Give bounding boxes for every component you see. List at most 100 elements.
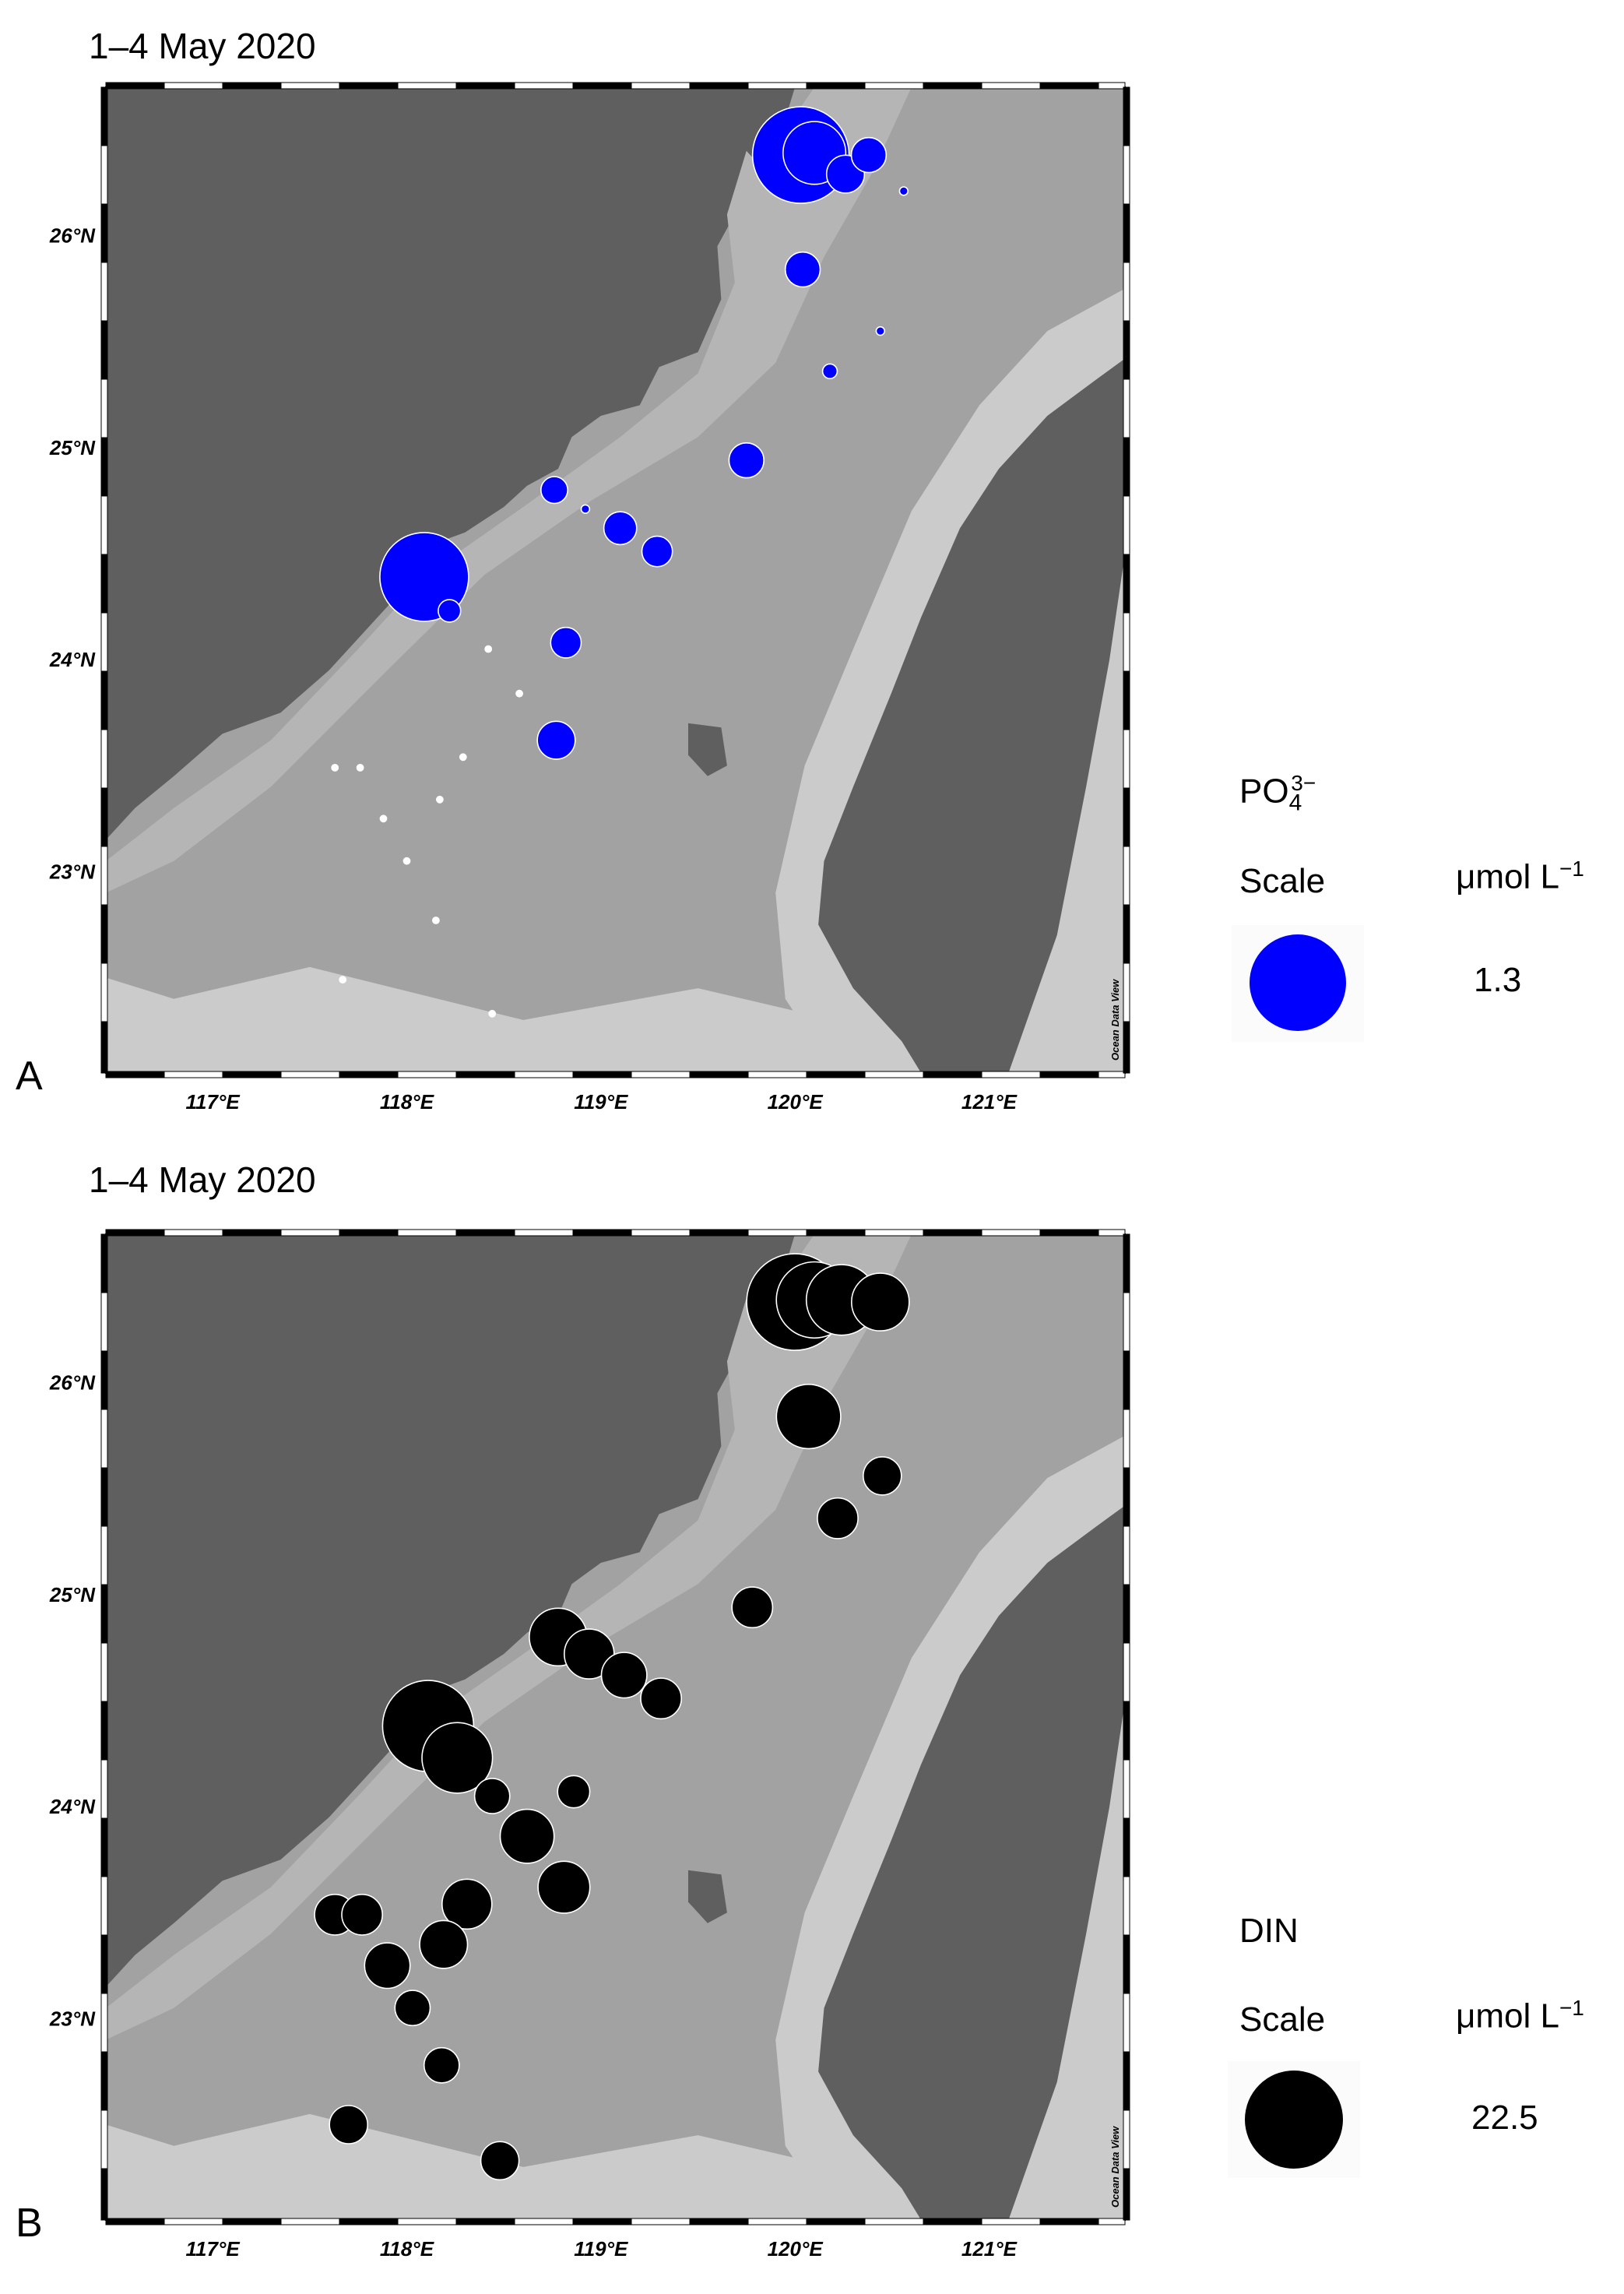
frame-tick-left (100, 1021, 108, 1074)
legend-unit-sup: −1 (1559, 857, 1584, 881)
legend-symbol-box (1232, 925, 1364, 1042)
lat-tick-label: 25°N (49, 1583, 96, 1606)
frame-tick-right (1123, 962, 1130, 1022)
legend-value: 22.5 (1471, 2099, 1538, 2137)
frame-tick-bottom (163, 2218, 223, 2225)
frame-tick-right (1123, 2168, 1130, 2221)
frame-tick-bottom (514, 1071, 574, 1078)
legend-unit-main: μmol L (1456, 1997, 1559, 2035)
frame-tick-top (806, 82, 866, 90)
station-marker (603, 511, 638, 546)
frame-tick-top (514, 82, 574, 90)
frame-tick-bottom (455, 2218, 515, 2225)
lon-tick-label: 117°E (186, 1090, 241, 1114)
frame-tick-left (100, 1525, 108, 1585)
frame-tick-right (1123, 145, 1130, 205)
frame-tick-bottom (864, 1071, 924, 1078)
frame-tick-left (100, 1350, 108, 1410)
frame-tick-top (163, 1229, 223, 1237)
station-marker (473, 1778, 511, 1814)
frame-tick-right (1123, 1409, 1130, 1469)
nearshore-shade (726, 150, 786, 342)
station-marker (329, 2105, 369, 2144)
frame-tick-left (100, 437, 108, 497)
station-marker (898, 186, 909, 196)
frame-tick-left (100, 1817, 108, 1877)
frame-tick-right (1123, 203, 1130, 263)
frame-tick-bottom (923, 1071, 982, 1078)
frame-tick-bottom (747, 2218, 807, 2225)
frame-tick-left (100, 320, 108, 380)
station-marker (817, 1497, 859, 1539)
frame-tick-top (572, 82, 632, 90)
station-marker (537, 1860, 591, 1914)
frame-tick-bottom (631, 2218, 691, 2225)
station-marker (419, 1919, 469, 1969)
frame-tick-left (100, 2051, 108, 2111)
legend-variable-main: DIN (1239, 1912, 1299, 1950)
frame-tick-top (1039, 1229, 1099, 1237)
frame-tick-bottom (280, 2218, 340, 2225)
frame-tick-bottom (222, 2218, 282, 2225)
frame-tick-left (100, 1292, 108, 1352)
frame-tick-bottom (1039, 2218, 1099, 2225)
frame-tick-top (864, 82, 924, 90)
frame-tick-right (1123, 2109, 1130, 2169)
frame-tick-right (1123, 1467, 1130, 1527)
station-marker (728, 442, 765, 479)
station-marker (731, 1586, 774, 1629)
frame-tick-right (1123, 1525, 1130, 1585)
frame-tick-left (100, 729, 108, 789)
station-marker (557, 1775, 591, 1809)
frame-tick-top (1098, 82, 1126, 90)
frame-tick-left (100, 1642, 108, 1702)
lat-tick-label: 25°N (49, 436, 96, 459)
frame-tick-right (1123, 1701, 1130, 1761)
frame-tick-right (1123, 729, 1130, 789)
station-marker (775, 1384, 842, 1450)
station-marker (484, 645, 493, 653)
station-marker (356, 764, 364, 772)
frame-tick-left (100, 495, 108, 555)
penghu-islands (688, 723, 727, 776)
frame-tick-top (923, 1229, 982, 1237)
frame-tick-right (1123, 787, 1130, 847)
station-marker (441, 1878, 493, 1930)
station-marker (536, 720, 576, 760)
mainland-land (106, 1234, 796, 1987)
legend-symbol-box (1228, 2061, 1360, 2178)
legend-unit-main: μmol L (1456, 857, 1559, 896)
station-marker (784, 251, 821, 288)
station-marker (379, 532, 469, 622)
frame-tick-top (1098, 1229, 1126, 1237)
frame-tick-bottom (806, 2218, 866, 2225)
frame-tick-right (1123, 378, 1130, 438)
panel-label: B (16, 2201, 43, 2246)
station-marker (480, 2141, 520, 2181)
frame-tick-top (339, 82, 399, 90)
station-marker (563, 1628, 615, 1680)
station-marker (499, 1808, 555, 1864)
frame-tick-left (100, 612, 108, 672)
lat-tick-label: 24°N (49, 648, 96, 671)
panel-label: A (16, 1054, 43, 1099)
legend-variable-sup: 3− (1291, 771, 1316, 795)
frame-tick-top (163, 82, 223, 90)
station-marker (364, 1942, 411, 1990)
station-marker (641, 535, 673, 568)
frame-tick-top (923, 82, 982, 90)
frame-tick-bottom (1039, 1071, 1099, 1078)
frame-tick-right (1123, 670, 1130, 730)
frame-tick-top (280, 82, 340, 90)
station-marker (432, 917, 440, 924)
nearshore-shade (726, 1297, 786, 1489)
frame-tick-left (100, 904, 108, 964)
station-marker (580, 504, 591, 514)
odv-credit: Ocean Data View (1109, 979, 1121, 1061)
frame-tick-right (1123, 1759, 1130, 1819)
frame-tick-bottom (689, 1071, 749, 1078)
lon-tick-label: 121°E (961, 2237, 1018, 2261)
frame-tick-left (100, 1233, 108, 1293)
legend-variable: DIN (1239, 1912, 1299, 1951)
station-marker (821, 363, 838, 379)
